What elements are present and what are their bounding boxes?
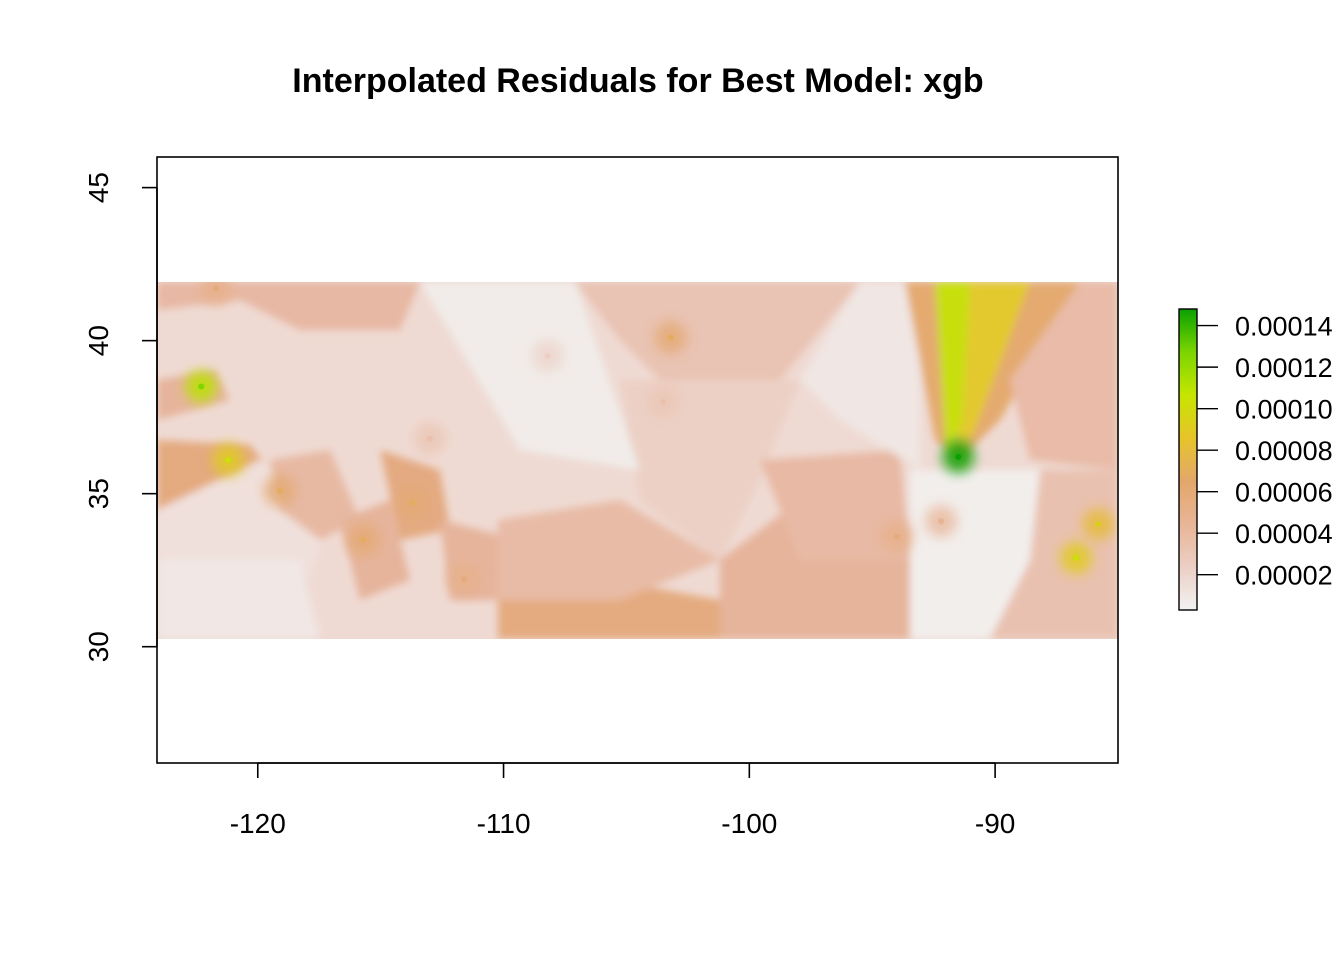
hotspot-point [198, 383, 205, 390]
hotspot-point [1095, 521, 1102, 528]
region-plains-center [620, 380, 800, 560]
colorbar-tick-label: 0.00008 [1235, 436, 1333, 466]
y-tick-label: 40 [83, 325, 114, 356]
colorbar-ticks: 0.00002 0.00004 0.00006 0.00008 0.00010 0.000… [1197, 312, 1333, 591]
region-colorado [575, 282, 860, 380]
x-axis: -120 -110 -100 -90 [230, 762, 1015, 839]
region-nevada [270, 450, 360, 540]
x-tick-label: -120 [230, 808, 286, 839]
colorbar-tick-label: 0.00012 [1235, 353, 1333, 383]
colorbar-tick-label: 0.00014 [1235, 312, 1333, 342]
colorbar-gradient [1178, 308, 1198, 611]
hotspot-point [667, 334, 674, 341]
hotspot-point [426, 435, 433, 442]
hotspot-point [893, 533, 900, 540]
region-texas-light [157, 560, 320, 639]
hotspot-point [360, 536, 367, 543]
region-plains-east [760, 450, 910, 560]
hotspot-glow [199, 282, 232, 305]
region-plume-yellow [950, 282, 1030, 455]
y-axis: 30 35 40 45 [83, 172, 158, 662]
hotspots [185, 282, 1115, 596]
hotspot-point [225, 457, 232, 463]
colorbar-tick-label: 0.00002 [1235, 561, 1333, 591]
y-tick-label: 35 [83, 478, 114, 509]
hotspot-point [660, 398, 667, 405]
region-white-wedge [420, 282, 640, 470]
region-south-central [498, 500, 720, 600]
hotspot-point [1073, 554, 1080, 561]
region-southeast [990, 470, 1118, 639]
region-east-salmon [1010, 282, 1118, 470]
colorbar-tick-label: 0.00004 [1235, 519, 1333, 549]
region-ozark-light [800, 282, 920, 470]
region-plume-green [935, 282, 970, 455]
hotspot-point [544, 352, 551, 359]
colorbar-legend: 0.00002 0.00004 0.00006 0.00008 0.00010 0.000… [1178, 308, 1333, 611]
colorbar-tick-label: 0.00006 [1235, 478, 1333, 508]
hotspot-point [276, 487, 283, 494]
hotspot-point [938, 518, 945, 525]
hotspot-point [955, 453, 962, 460]
y-tick-label: 45 [83, 172, 114, 203]
x-tick-label: -90 [975, 808, 1015, 839]
hotspot-point [212, 285, 219, 292]
residual-raster [157, 282, 1118, 639]
chart-title: Interpolated Residuals for Best Model: x… [292, 62, 983, 100]
x-tick-label: -110 [477, 808, 531, 839]
hotspot-point [409, 499, 416, 506]
y-tick-label: 30 [83, 631, 114, 662]
hotspot-point [461, 576, 468, 583]
x-tick-label: -100 [721, 808, 777, 839]
colorbar-tick-label: 0.00010 [1235, 395, 1333, 425]
